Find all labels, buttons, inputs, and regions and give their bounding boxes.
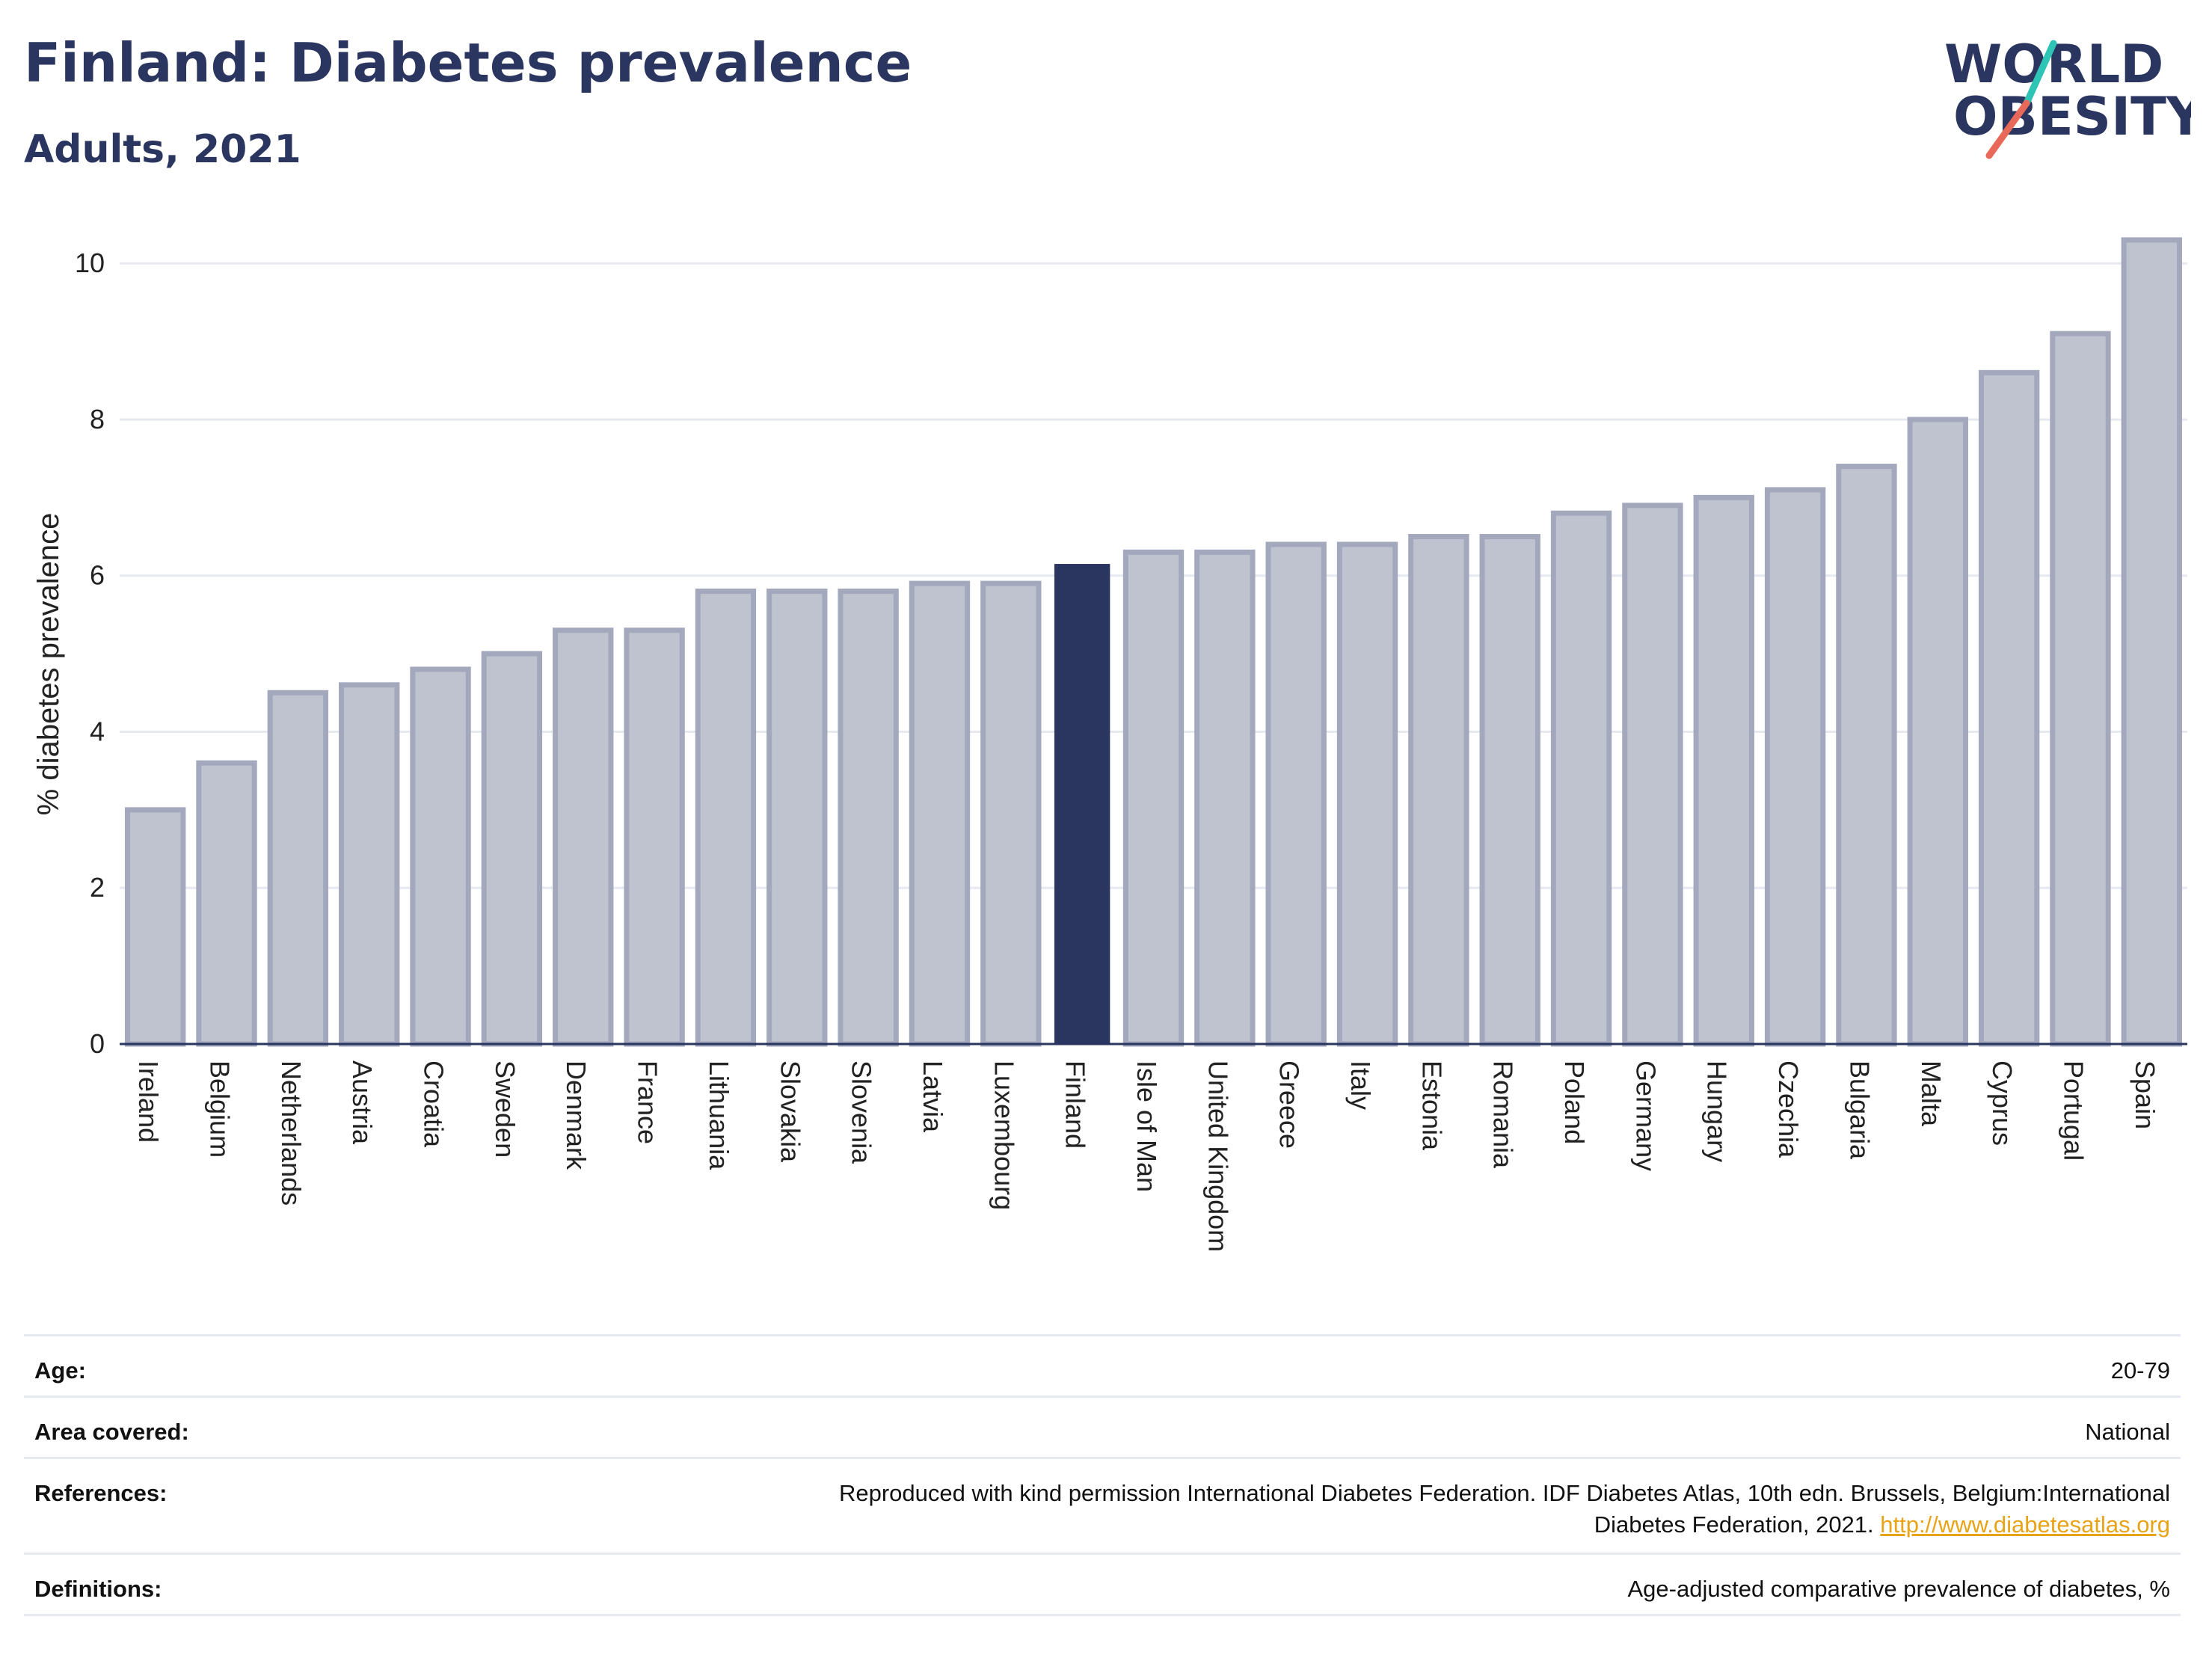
table-bottom-border [24, 1614, 2181, 1616]
x-tick-label: Luxembourg [989, 1060, 1019, 1210]
bar-estonia[interactable] [1408, 534, 1469, 1047]
x-tick-label: Finland [1060, 1060, 1091, 1149]
y-axis-label: % diabetes prevalence [32, 513, 65, 816]
x-tick-label: Italy [1345, 1060, 1376, 1110]
logo-slash-bottom [1985, 99, 2030, 159]
x-tick-label: Germany [1630, 1060, 1661, 1171]
x-tick-label: Latvia [918, 1060, 948, 1133]
y-tick-label: 6 [90, 560, 105, 591]
x-tick-label: Poland [1559, 1060, 1590, 1144]
meta-row-age: Age: 20-79 [24, 1334, 2181, 1396]
x-tick-label: Sweden [490, 1060, 520, 1158]
x-tick-label: Spain [2130, 1060, 2160, 1129]
bar-greece[interactable] [1265, 541, 1327, 1047]
bars [124, 237, 2183, 1047]
x-tick-label: Lithuania [704, 1060, 734, 1170]
x-tick-label: Slovenia [847, 1060, 877, 1164]
y-tick-label: 0 [90, 1028, 105, 1059]
x-tick-label: Czechia [1773, 1060, 1804, 1158]
x-tick-label: Cyprus [1987, 1060, 2018, 1146]
x-tick-label: Belgium [205, 1060, 236, 1158]
bar-sweden[interactable] [481, 651, 543, 1047]
bar-slovakia[interactable] [766, 589, 828, 1047]
x-tick-label: Portugal [2058, 1060, 2089, 1161]
x-axis-labels: Ireland Belgium Netherlands Austria Croatia S… [133, 1060, 2160, 1252]
references-text: Diabetes Federation, 2021. [1594, 1511, 1881, 1538]
logo-slash-top [2023, 40, 2057, 107]
x-tick-label: Estonia [1416, 1060, 1447, 1151]
x-tick-label: Slovakia [775, 1060, 805, 1163]
bar-france[interactable] [624, 627, 685, 1047]
x-tick-label: United Kingdom [1202, 1060, 1233, 1252]
x-tick-label: Ireland [133, 1060, 164, 1143]
references-line-2: Diabetes Federation, 2021. http://www.di… [1594, 1511, 2170, 1538]
bar-spain[interactable] [2121, 237, 2183, 1047]
bar-cyprus[interactable] [1978, 369, 2040, 1047]
area-label: Area covered: [34, 1419, 189, 1445]
bar-isle-of-man[interactable] [1122, 549, 1185, 1047]
meta-row-references: References: Reproduced with kind permiss… [24, 1457, 2181, 1553]
y-tick-label: 10 [75, 248, 105, 278]
bar-lithuania[interactable] [695, 589, 757, 1047]
meta-row-definitions: Definitions: Age-adjusted comparative pr… [24, 1553, 2181, 1615]
bar-czechia[interactable] [1764, 487, 1826, 1047]
x-tick-label: Malta [1916, 1060, 1947, 1127]
bar-romania[interactable] [1479, 534, 1540, 1047]
x-tick-label: Greece [1274, 1060, 1305, 1149]
chart-subtitle: Adults, 2021 [24, 127, 301, 172]
bar-bulgaria[interactable] [1836, 464, 1897, 1047]
bar-netherlands[interactable] [267, 690, 329, 1047]
x-tick-label: Austria [347, 1060, 378, 1145]
bar-slovenia[interactable] [838, 589, 899, 1047]
definitions-value: Age-adjusted comparative prevalence of d… [1627, 1576, 2171, 1602]
x-tick-label: Isle of Man [1131, 1060, 1162, 1192]
references-line-1: Reproduced with kind permission Internat… [838, 1480, 2170, 1506]
bar-italy[interactable] [1336, 541, 1398, 1047]
bar-austria[interactable] [339, 682, 400, 1047]
bar-chart: 0 2 4 6 8 10 Ireland Belgium Netherlands Austria… [32, 237, 2187, 1252]
bar-denmark[interactable] [553, 627, 614, 1047]
bar-croatia[interactable] [410, 666, 471, 1047]
age-label: Age: [34, 1357, 86, 1384]
logo-line-2: OBESITY [1953, 86, 2191, 147]
y-tick-label: 8 [90, 404, 105, 435]
bar-hungary[interactable] [1693, 494, 1754, 1047]
y-tick-label: 2 [90, 872, 105, 903]
x-tick-label: France [633, 1060, 663, 1144]
x-tick-label: Denmark [561, 1060, 592, 1170]
meta-row-area: Area covered: National [24, 1395, 2181, 1458]
diabetes-atlas-link[interactable]: http://www.diabetesatlas.org [1880, 1511, 2170, 1538]
bar-finland[interactable] [1054, 564, 1110, 1044]
age-value: 20-79 [2110, 1357, 2170, 1384]
y-tick-label: 4 [90, 716, 105, 746]
x-tick-label: Croatia [419, 1060, 449, 1148]
bar-latvia[interactable] [909, 580, 971, 1047]
references-label: References: [34, 1480, 168, 1506]
bar-belgium[interactable] [196, 760, 257, 1047]
x-tick-label: Bulgaria [1844, 1060, 1875, 1160]
chart-title: Finland: Diabetes prevalence [24, 31, 912, 94]
y-axis-ticks: 0 2 4 6 8 10 [75, 248, 105, 1059]
bar-germany[interactable] [1622, 503, 1683, 1047]
area-value: National [2085, 1419, 2170, 1445]
bar-luxembourg[interactable] [980, 580, 1042, 1047]
x-tick-label: Romania [1488, 1060, 1519, 1169]
definitions-label: Definitions: [34, 1576, 162, 1602]
bar-ireland[interactable] [124, 807, 186, 1047]
bar-poland[interactable] [1550, 510, 1612, 1047]
x-tick-label: Hungary [1702, 1060, 1733, 1162]
bar-united-kingdom[interactable] [1194, 549, 1256, 1047]
bar-malta[interactable] [1907, 417, 1968, 1047]
world-obesity-logo: WORLD OBESITY [1944, 36, 2191, 159]
x-tick-label: Netherlands [276, 1060, 307, 1206]
bar-portugal[interactable] [2050, 331, 2111, 1047]
